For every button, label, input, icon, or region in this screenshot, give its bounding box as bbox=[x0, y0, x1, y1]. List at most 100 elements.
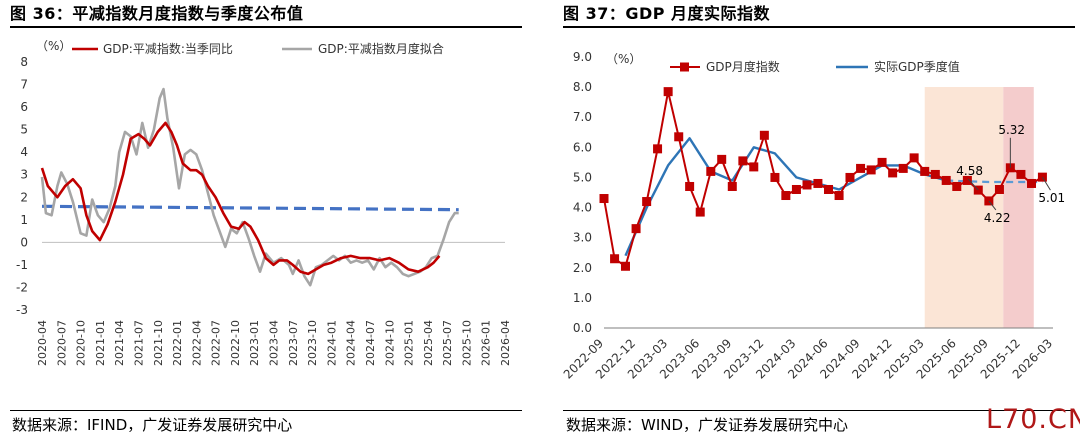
x-tick-label: 2022-01 bbox=[171, 320, 184, 366]
monthly-gdp-marker bbox=[909, 153, 919, 163]
forecast-dashed-line bbox=[946, 179, 1043, 184]
x-tick-label: 2021-01 bbox=[94, 320, 107, 366]
monthly-gdp-marker bbox=[791, 184, 801, 194]
monthly-gdp-marker bbox=[610, 254, 620, 264]
x-tick-label: 2024-10 bbox=[383, 320, 396, 366]
x-tick-label: 2025-07 bbox=[441, 320, 454, 366]
x-tick-label: 2023-04 bbox=[268, 320, 281, 366]
monthly-gdp-marker bbox=[770, 172, 780, 182]
y-tick-label: 1 bbox=[20, 213, 28, 227]
data-label-leader bbox=[988, 200, 997, 211]
x-tick-label: 2023-10 bbox=[306, 320, 319, 366]
highlight-band bbox=[1003, 87, 1034, 328]
monthly-gdp-marker bbox=[717, 154, 727, 164]
monthly-gdp-marker bbox=[994, 184, 1004, 194]
x-tick-label: 2024-04 bbox=[345, 320, 358, 366]
monthly-gdp-marker bbox=[856, 163, 866, 173]
x-tick-label: 2025-01 bbox=[403, 320, 416, 366]
monthly-gdp-marker bbox=[952, 181, 962, 191]
x-tick-label: 2021-07 bbox=[132, 320, 145, 366]
y-tick-label: 7.0 bbox=[573, 110, 592, 124]
monthly-gdp-marker bbox=[898, 163, 908, 173]
x-tick-label: 2021-04 bbox=[113, 320, 126, 366]
quarterly-gdp-line bbox=[624, 137, 947, 257]
monthly-gdp-marker bbox=[930, 169, 940, 179]
legend-label-quarterly: 实际GDP季度值 bbox=[874, 59, 960, 74]
monthly-gdp-marker bbox=[642, 197, 652, 207]
monthly-fit-line bbox=[40, 87, 459, 287]
monthly-gdp-marker bbox=[920, 166, 930, 176]
x-tick-label: 2023-07 bbox=[287, 320, 300, 366]
right-figure-title: 图 37：GDP 月度实际指数 bbox=[563, 4, 771, 23]
reference-dashed-line bbox=[41, 204, 459, 212]
monthly-gdp-marker bbox=[749, 162, 759, 172]
monthly-gdp-marker bbox=[962, 175, 972, 185]
monthly-gdp-marker bbox=[866, 165, 876, 175]
monthly-gdp-marker bbox=[888, 168, 898, 178]
monthly-gdp-marker bbox=[695, 207, 705, 217]
x-tick-label: 2023-01 bbox=[248, 320, 261, 366]
monthly-gdp-marker bbox=[781, 191, 791, 201]
left-title-rule bbox=[10, 26, 522, 28]
right-source-rule bbox=[563, 410, 1075, 411]
y-tick-label: 5.0 bbox=[573, 170, 592, 184]
data-label-leader bbox=[967, 178, 979, 191]
x-tick-label: 2020-07 bbox=[55, 320, 68, 366]
data-label: 5.01 bbox=[1038, 191, 1065, 205]
x-tick-label: 2025-10 bbox=[460, 320, 473, 366]
left-figure-title: 图 36：平减指数月度指数与季度公布值 bbox=[10, 4, 304, 23]
legend-marker-monthly bbox=[680, 62, 689, 72]
monthly-gdp-marker bbox=[1027, 178, 1037, 188]
x-tick-label: 2022-10 bbox=[229, 320, 242, 366]
monthly-gdp-marker bbox=[685, 181, 695, 191]
gdp-monthly-chart: 0.01.02.03.04.05.06.07.08.09.0 （%）2022-09… bbox=[561, 50, 1065, 382]
y-tick-label: 0 bbox=[20, 235, 28, 249]
y-tick-label: 6 bbox=[20, 100, 28, 114]
y-tick-label: 4 bbox=[20, 145, 28, 159]
y-tick-label: -2 bbox=[16, 280, 28, 294]
x-tick-label: 2025-04 bbox=[422, 320, 435, 366]
monthly-gdp-marker bbox=[813, 178, 823, 188]
x-tick-label: 2026-04 bbox=[499, 320, 512, 366]
monthly-gdp-marker bbox=[1016, 169, 1026, 179]
monthly-gdp-marker bbox=[824, 184, 833, 194]
left-source-rule bbox=[10, 410, 522, 411]
highlight-band bbox=[924, 87, 1004, 328]
data-label-leader bbox=[1041, 176, 1051, 191]
y-tick-label: 5 bbox=[20, 123, 28, 137]
monthly-gdp-marker bbox=[834, 191, 844, 201]
unit-label: （%） bbox=[36, 39, 71, 53]
x-tick-label: 2026-01 bbox=[480, 320, 493, 366]
data-label: 4.22 bbox=[984, 211, 1011, 225]
x-tick-label: 2022-04 bbox=[190, 320, 203, 366]
y-tick-label: 8.0 bbox=[573, 80, 592, 94]
monthly-gdp-marker bbox=[738, 156, 748, 166]
x-tick-label: 2020-04 bbox=[36, 320, 49, 366]
monthly-gdp-marker bbox=[845, 172, 855, 182]
y-tick-label: 3.0 bbox=[573, 231, 592, 245]
quarterly-yoy-line bbox=[40, 121, 441, 276]
monthly-gdp-marker bbox=[727, 181, 737, 191]
legend-label-monthly: GDP:平减指数月度拟合 bbox=[318, 41, 444, 56]
monthly-gdp-marker bbox=[631, 224, 641, 234]
data-label: 5.32 bbox=[998, 123, 1025, 137]
x-tick-label: 2022-07 bbox=[210, 320, 223, 366]
x-tick-label: 2020-10 bbox=[75, 320, 88, 366]
y-tick-label: 2 bbox=[20, 190, 28, 204]
monthly-gdp-marker bbox=[653, 144, 663, 154]
monthly-gdp-marker bbox=[941, 175, 951, 185]
y-tick-label: 4.0 bbox=[573, 201, 592, 215]
y-tick-label: 8 bbox=[20, 55, 28, 69]
y-tick-label: -3 bbox=[16, 303, 28, 317]
x-tick-label: 2024-01 bbox=[325, 320, 338, 366]
monthly-gdp-marker bbox=[802, 180, 812, 190]
y-tick-label: 7 bbox=[20, 78, 28, 92]
y-tick-label: 2.0 bbox=[573, 261, 592, 275]
monthly-gdp-marker bbox=[620, 261, 630, 271]
y-tick-label: 0.0 bbox=[573, 321, 592, 335]
y-tick-label: 6.0 bbox=[573, 140, 592, 154]
x-tick-label: 2021-10 bbox=[152, 320, 165, 366]
legend-label-monthly: GDP月度指数 bbox=[706, 59, 780, 74]
monthly-gdp-marker bbox=[759, 130, 769, 140]
y-tick-label: -1 bbox=[16, 258, 28, 272]
